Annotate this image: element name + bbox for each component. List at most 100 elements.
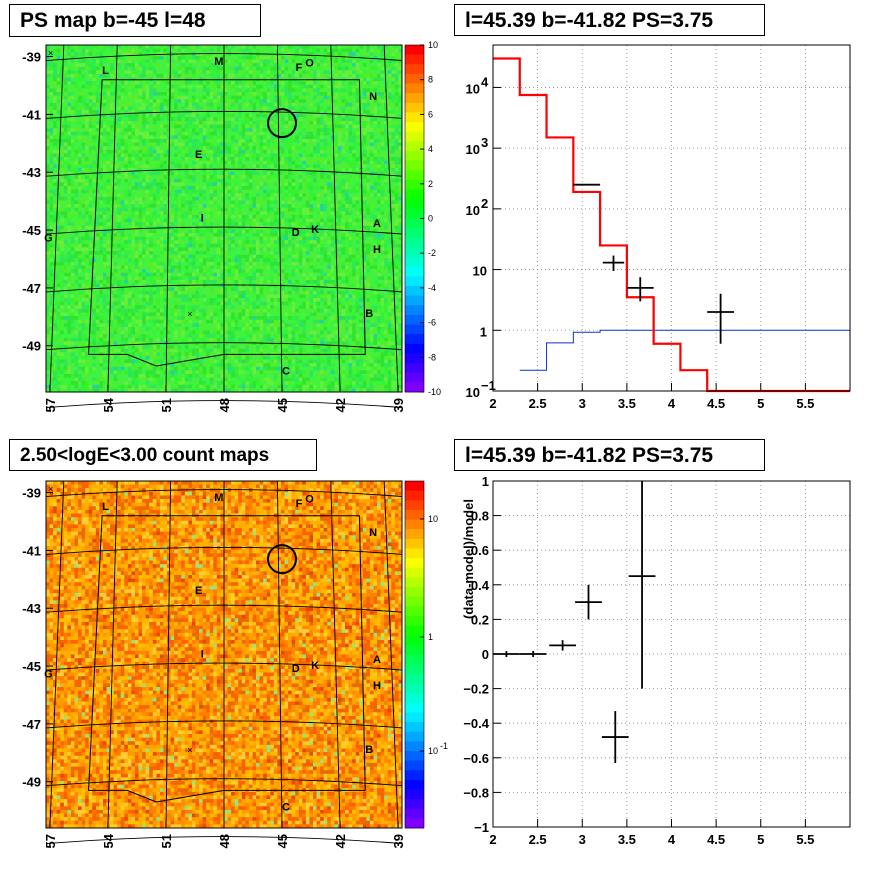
source-label: L — [102, 65, 109, 77]
source-label: M — [214, 56, 223, 68]
source-label: N — [369, 527, 377, 539]
y-tick-label: 0.6 — [471, 543, 489, 558]
colorbar-tick-label: -10 — [428, 387, 441, 397]
y-tick-label: 0 — [482, 647, 489, 662]
colorbar-tick-label: -2 — [428, 248, 436, 258]
model-red-histogram — [493, 57, 850, 393]
map-x-tick-label: 57 — [43, 834, 58, 848]
residual-point — [628, 481, 656, 689]
x-marker: × — [187, 309, 192, 319]
x-tick-label: 4 — [668, 832, 676, 847]
source-label: D — [292, 227, 300, 239]
source-label: E — [195, 585, 202, 597]
map-x-tick-label: 42 — [333, 834, 348, 848]
data-point — [626, 277, 654, 302]
map-x-tick-label: 54 — [101, 833, 116, 848]
source-label: M — [214, 492, 223, 504]
y-tick-exponent: 4 — [481, 74, 489, 89]
y-tick-label: 10 — [466, 81, 480, 96]
map-x-tick-label: 39 — [391, 398, 406, 412]
x-marker: × — [48, 48, 53, 58]
map-y-tick-label: -39 — [22, 486, 41, 501]
x-tick-label: 3 — [579, 396, 586, 411]
y-tick-label: 10 — [466, 385, 480, 400]
map-y-tick-label: -45 — [22, 223, 41, 238]
x-marker: × — [187, 745, 192, 755]
source-label: I — [201, 212, 204, 224]
data-point — [707, 293, 734, 344]
ps-circle-marker — [267, 108, 297, 139]
y-tick-label: 0.8 — [471, 509, 489, 524]
y-tick-label: 1 — [480, 324, 487, 339]
colorbar-tick-label: -8 — [428, 352, 436, 362]
x-tick-label: 5 — [757, 396, 764, 411]
x-tick-label: 2.5 — [529, 832, 547, 847]
y-tick-label: −1 — [474, 820, 489, 835]
colorbar-tick-label: 4 — [428, 144, 433, 154]
tr-panel-title: l=45.39 b=-41.82 PS=3.75 — [454, 4, 765, 36]
map-image — [46, 45, 403, 393]
source-label: E — [195, 149, 202, 161]
map-x-tick-label: 48 — [217, 834, 232, 848]
x-tick-label: 2.5 — [529, 396, 547, 411]
y-tick-exponent: −1 — [481, 378, 496, 393]
x-tick-label: 3 — [579, 832, 586, 847]
y-tick-exponent: 2 — [481, 196, 488, 211]
residual-point — [575, 584, 602, 620]
y-tick-label: 10 — [473, 264, 487, 279]
map-y-tick-label: -41 — [22, 107, 41, 122]
map-y-tick-label: -39 — [22, 50, 41, 65]
source-label: N — [369, 91, 377, 103]
source-label: C — [282, 802, 290, 814]
y-tick-label: 1 — [482, 476, 489, 489]
source-label: B — [365, 308, 373, 320]
exposure-boundary — [88, 515, 366, 803]
residual-point — [519, 651, 547, 657]
br-panel-title: l=45.39 b=-41.82 PS=3.75 — [454, 439, 765, 471]
y-tick-label: 10 — [466, 142, 480, 157]
map-x-tick-label: 51 — [159, 398, 174, 412]
source-label: B — [365, 744, 373, 756]
source-label: H — [373, 680, 381, 692]
map-x-tick-label: 51 — [159, 834, 174, 848]
colorbar-tick-label: 2 — [428, 179, 433, 189]
x-tick-label: 4 — [668, 396, 676, 411]
map-y-tick-label: -43 — [22, 601, 41, 616]
colorbar-tick-label: -6 — [428, 318, 436, 328]
residual-panel: 2 2.5 3 3.5 4 4.5 5 5.5 1 0.8 0.6 0.4 0.2 0 −0.2 −0.4 −0… — [461, 476, 851, 847]
source-label: K — [311, 224, 319, 236]
source-label: H — [373, 244, 381, 256]
source-label: O — [305, 58, 314, 70]
y-tick-label: 10 — [466, 203, 480, 218]
y-tick-label: −0.4 — [463, 716, 489, 731]
colorbar-tick-label: 6 — [428, 109, 433, 119]
model-blue-histogram — [519, 329, 850, 371]
map-x-tick-label: 57 — [43, 398, 58, 412]
y-tick-exponent: 3 — [481, 135, 488, 150]
map-y-tick-label: -43 — [22, 165, 41, 180]
colorbar-tick-label: 8 — [428, 75, 433, 85]
source-label: A — [373, 218, 381, 230]
source-label: K — [311, 660, 319, 672]
x-tick-label: 4.5 — [707, 396, 725, 411]
colorbar-tick-label: 0 — [428, 214, 433, 224]
colorbar-tick-label: 1 — [428, 632, 433, 642]
y-axis-label: (data-model)/model — [461, 499, 476, 619]
map-x-tick-label: 42 — [333, 398, 348, 412]
source-label: C — [282, 366, 290, 378]
map-y-tick-label: -47 — [22, 281, 41, 296]
x-tick-label: 3.5 — [618, 396, 636, 411]
ps-map-panel: × × M L F O N E I D K A G H B C -39 -41 -43 -45 -47 -49 57 54 51… — [22, 40, 441, 412]
x-tick-label: 4.5 — [707, 832, 725, 847]
y-tick-label: 0.4 — [471, 578, 490, 593]
x-tick-label: 3.5 — [618, 832, 636, 847]
colorbar-tick-label: -4 — [428, 283, 436, 293]
source-label: F — [296, 62, 303, 74]
colorbar-tick-label: 10 — [428, 40, 438, 50]
x-tick-label: 5 — [757, 832, 764, 847]
colorbar-tick-exponent: -1 — [440, 741, 448, 751]
x-tick-label: 2 — [489, 832, 496, 847]
graticule — [45, 44, 403, 409]
exposure-boundary — [88, 79, 366, 367]
